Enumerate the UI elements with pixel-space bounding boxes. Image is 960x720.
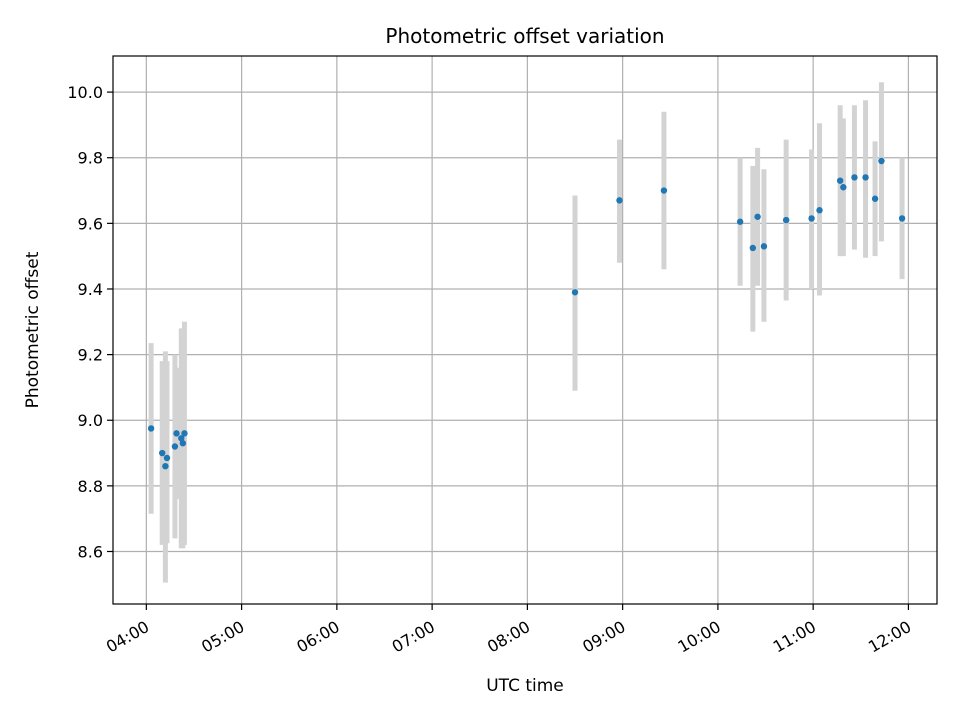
data-point [862,174,869,181]
chart-title: Photometric offset variation [385,24,664,48]
y-tick-label: 10.0 [67,83,103,102]
x-tick-label: 04:00 [103,617,152,657]
y-tick-label: 9.0 [78,411,103,430]
data-point [159,449,166,457]
data-point [660,187,668,194]
y-tick-label: 9.8 [78,149,103,168]
data-point [173,430,180,437]
y-tick-label: 8.6 [78,542,103,561]
y-tick-label: 9.2 [78,346,103,365]
y-tick-label: 9.6 [78,214,103,233]
data-point [171,443,179,450]
data-point [162,462,169,470]
data-points [147,157,906,470]
x-tick-label: 05:00 [198,617,247,657]
data-point [840,184,847,191]
plot-background [113,56,937,604]
data-point [836,177,844,184]
data-point [878,157,885,165]
data-point [749,244,757,252]
x-tick-label: 12:00 [865,617,914,657]
x-tick-label: 09:00 [579,617,628,657]
data-point [808,215,815,222]
data-point [816,207,823,214]
grid [113,56,937,604]
y-tick-label: 8.8 [78,477,103,496]
x-tick-label: 11:00 [770,617,819,657]
data-point [616,197,623,204]
data-point [782,216,790,224]
y-axis-ticks: 8.6 8.8 9.0 9.2 9.4 9.6 9.8 10.0 [67,83,113,561]
data-point [871,195,879,202]
x-axis-ticks: 04:00 05:00 06:00 07:00 08:00 09:00 10:00 11:00… [103,604,914,657]
plot-frame [112,55,938,605]
y-tick-label: 9.4 [78,280,103,299]
data-point [163,454,171,462]
x-tick-label: 06:00 [293,617,342,657]
data-point [898,215,906,222]
data-point [736,218,744,225]
data-point [178,435,185,442]
data-point [760,243,768,250]
data-point [179,440,187,447]
x-axis-label: UTC time [486,676,564,696]
x-tick-label: 07:00 [389,617,438,657]
data-point [754,213,761,220]
data-point [571,289,579,296]
data-point [147,425,155,432]
x-tick-label: 08:00 [484,617,533,657]
data-point [851,174,858,181]
data-point [181,430,188,437]
x-tick-label: 10:00 [674,617,723,657]
y-axis-label: Photometric offset [23,251,43,408]
